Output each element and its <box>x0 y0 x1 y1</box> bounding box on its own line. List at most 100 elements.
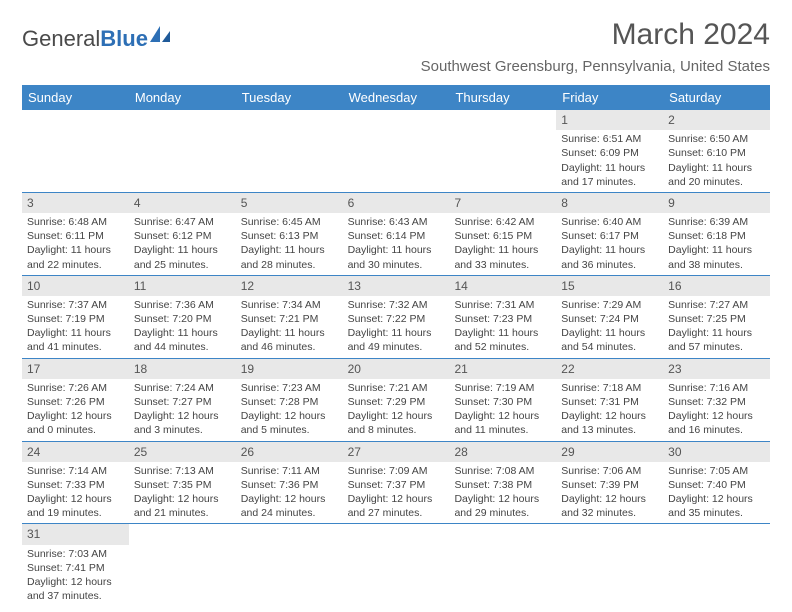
calendar-cell <box>343 524 450 606</box>
calendar-cell: 7Sunrise: 6:42 AMSunset: 6:15 PMDaylight… <box>449 193 556 275</box>
sunset-text: Sunset: 7:20 PM <box>134 312 231 326</box>
daylight-text: Daylight: 11 hours and 22 minutes. <box>27 243 124 271</box>
calendar-cell: 26Sunrise: 7:11 AMSunset: 7:36 PMDayligh… <box>236 442 343 524</box>
calendar-cell <box>663 524 770 606</box>
sunset-text: Sunset: 7:27 PM <box>134 395 231 409</box>
sunrise-text: Sunrise: 7:34 AM <box>241 298 338 312</box>
day-data: Sunrise: 7:21 AMSunset: 7:29 PMDaylight:… <box>343 379 450 441</box>
calendar-cell: 20Sunrise: 7:21 AMSunset: 7:29 PMDayligh… <box>343 359 450 441</box>
day-data: Sunrise: 7:29 AMSunset: 7:24 PMDaylight:… <box>556 296 663 358</box>
page-header: GeneralBlue March 2024 Southwest Greensb… <box>22 18 770 75</box>
day-number: 12 <box>236 276 343 296</box>
day-data: Sunrise: 6:50 AMSunset: 6:10 PMDaylight:… <box>663 130 770 192</box>
calendar-row: 10Sunrise: 7:37 AMSunset: 7:19 PMDayligh… <box>22 276 770 359</box>
day-number: 5 <box>236 193 343 213</box>
day-data: Sunrise: 7:36 AMSunset: 7:20 PMDaylight:… <box>129 296 236 358</box>
calendar-cell: 29Sunrise: 7:06 AMSunset: 7:39 PMDayligh… <box>556 442 663 524</box>
calendar-cell: 5Sunrise: 6:45 AMSunset: 6:13 PMDaylight… <box>236 193 343 275</box>
sunset-text: Sunset: 7:31 PM <box>561 395 658 409</box>
daylight-text: Daylight: 11 hours and 49 minutes. <box>348 326 445 354</box>
daylight-text: Daylight: 11 hours and 36 minutes. <box>561 243 658 271</box>
sunrise-text: Sunrise: 7:11 AM <box>241 464 338 478</box>
day-data: Sunrise: 6:48 AMSunset: 6:11 PMDaylight:… <box>22 213 129 275</box>
day-data: Sunrise: 6:43 AMSunset: 6:14 PMDaylight:… <box>343 213 450 275</box>
daylight-text: Daylight: 12 hours and 8 minutes. <box>348 409 445 437</box>
calendar-cell: 12Sunrise: 7:34 AMSunset: 7:21 PMDayligh… <box>236 276 343 358</box>
day-number: 8 <box>556 193 663 213</box>
calendar-cell: 25Sunrise: 7:13 AMSunset: 7:35 PMDayligh… <box>129 442 236 524</box>
day-number: 27 <box>343 442 450 462</box>
day-number: 11 <box>129 276 236 296</box>
sunset-text: Sunset: 6:11 PM <box>27 229 124 243</box>
calendar-cell: 18Sunrise: 7:24 AMSunset: 7:27 PMDayligh… <box>129 359 236 441</box>
day-number: 19 <box>236 359 343 379</box>
sunset-text: Sunset: 6:10 PM <box>668 146 765 160</box>
sunset-text: Sunset: 7:39 PM <box>561 478 658 492</box>
sunrise-text: Sunrise: 7:37 AM <box>27 298 124 312</box>
sunrise-text: Sunrise: 7:09 AM <box>348 464 445 478</box>
calendar-cell <box>129 524 236 606</box>
day-number: 16 <box>663 276 770 296</box>
day-data: Sunrise: 7:27 AMSunset: 7:25 PMDaylight:… <box>663 296 770 358</box>
calendar-header-cell: Sunday <box>22 85 129 110</box>
sunset-text: Sunset: 7:33 PM <box>27 478 124 492</box>
day-data: Sunrise: 7:34 AMSunset: 7:21 PMDaylight:… <box>236 296 343 358</box>
day-number: 21 <box>449 359 556 379</box>
day-number: 1 <box>556 110 663 130</box>
sunrise-text: Sunrise: 7:03 AM <box>27 547 124 561</box>
sunrise-text: Sunrise: 6:40 AM <box>561 215 658 229</box>
day-number: 23 <box>663 359 770 379</box>
day-data: Sunrise: 6:45 AMSunset: 6:13 PMDaylight:… <box>236 213 343 275</box>
daylight-text: Daylight: 12 hours and 3 minutes. <box>134 409 231 437</box>
calendar-cell: 19Sunrise: 7:23 AMSunset: 7:28 PMDayligh… <box>236 359 343 441</box>
daylight-text: Daylight: 11 hours and 28 minutes. <box>241 243 338 271</box>
logo: GeneralBlue <box>22 26 172 52</box>
calendar-cell <box>22 110 129 192</box>
daylight-text: Daylight: 12 hours and 37 minutes. <box>27 575 124 603</box>
calendar-cell: 22Sunrise: 7:18 AMSunset: 7:31 PMDayligh… <box>556 359 663 441</box>
sunset-text: Sunset: 7:36 PM <box>241 478 338 492</box>
daylight-text: Daylight: 11 hours and 30 minutes. <box>348 243 445 271</box>
calendar-header-cell: Monday <box>129 85 236 110</box>
sunset-text: Sunset: 6:14 PM <box>348 229 445 243</box>
calendar-cell: 31Sunrise: 7:03 AMSunset: 7:41 PMDayligh… <box>22 524 129 606</box>
daylight-text: Daylight: 12 hours and 24 minutes. <box>241 492 338 520</box>
day-number: 3 <box>22 193 129 213</box>
daylight-text: Daylight: 12 hours and 0 minutes. <box>27 409 124 437</box>
day-data: Sunrise: 7:23 AMSunset: 7:28 PMDaylight:… <box>236 379 343 441</box>
daylight-text: Daylight: 11 hours and 17 minutes. <box>561 161 658 189</box>
day-data: Sunrise: 6:40 AMSunset: 6:17 PMDaylight:… <box>556 213 663 275</box>
sunset-text: Sunset: 7:22 PM <box>348 312 445 326</box>
sunset-text: Sunset: 7:35 PM <box>134 478 231 492</box>
sunrise-text: Sunrise: 6:39 AM <box>668 215 765 229</box>
day-number: 20 <box>343 359 450 379</box>
calendar-header-cell: Friday <box>556 85 663 110</box>
day-data: Sunrise: 7:11 AMSunset: 7:36 PMDaylight:… <box>236 462 343 524</box>
day-data: Sunrise: 7:26 AMSunset: 7:26 PMDaylight:… <box>22 379 129 441</box>
calendar-cell: 13Sunrise: 7:32 AMSunset: 7:22 PMDayligh… <box>343 276 450 358</box>
daylight-text: Daylight: 11 hours and 57 minutes. <box>668 326 765 354</box>
sunrise-text: Sunrise: 7:26 AM <box>27 381 124 395</box>
logo-text-a: General <box>22 26 100 52</box>
calendar-cell: 11Sunrise: 7:36 AMSunset: 7:20 PMDayligh… <box>129 276 236 358</box>
day-data: Sunrise: 7:14 AMSunset: 7:33 PMDaylight:… <box>22 462 129 524</box>
calendar-row: 17Sunrise: 7:26 AMSunset: 7:26 PMDayligh… <box>22 359 770 442</box>
calendar-cell: 27Sunrise: 7:09 AMSunset: 7:37 PMDayligh… <box>343 442 450 524</box>
sunset-text: Sunset: 7:25 PM <box>668 312 765 326</box>
sunset-text: Sunset: 6:15 PM <box>454 229 551 243</box>
sunset-text: Sunset: 7:28 PM <box>241 395 338 409</box>
calendar-cell <box>236 110 343 192</box>
sunset-text: Sunset: 7:30 PM <box>454 395 551 409</box>
daylight-text: Daylight: 12 hours and 29 minutes. <box>454 492 551 520</box>
calendar-header-cell: Wednesday <box>343 85 450 110</box>
title-block: March 2024 Southwest Greensburg, Pennsyl… <box>421 18 770 75</box>
day-data: Sunrise: 7:03 AMSunset: 7:41 PMDaylight:… <box>22 545 129 607</box>
day-number: 13 <box>343 276 450 296</box>
sunrise-text: Sunrise: 7:18 AM <box>561 381 658 395</box>
sunrise-text: Sunrise: 7:08 AM <box>454 464 551 478</box>
sunrise-text: Sunrise: 6:48 AM <box>27 215 124 229</box>
calendar-cell: 9Sunrise: 6:39 AMSunset: 6:18 PMDaylight… <box>663 193 770 275</box>
daylight-text: Daylight: 12 hours and 19 minutes. <box>27 492 124 520</box>
day-number: 9 <box>663 193 770 213</box>
calendar-cell: 21Sunrise: 7:19 AMSunset: 7:30 PMDayligh… <box>449 359 556 441</box>
